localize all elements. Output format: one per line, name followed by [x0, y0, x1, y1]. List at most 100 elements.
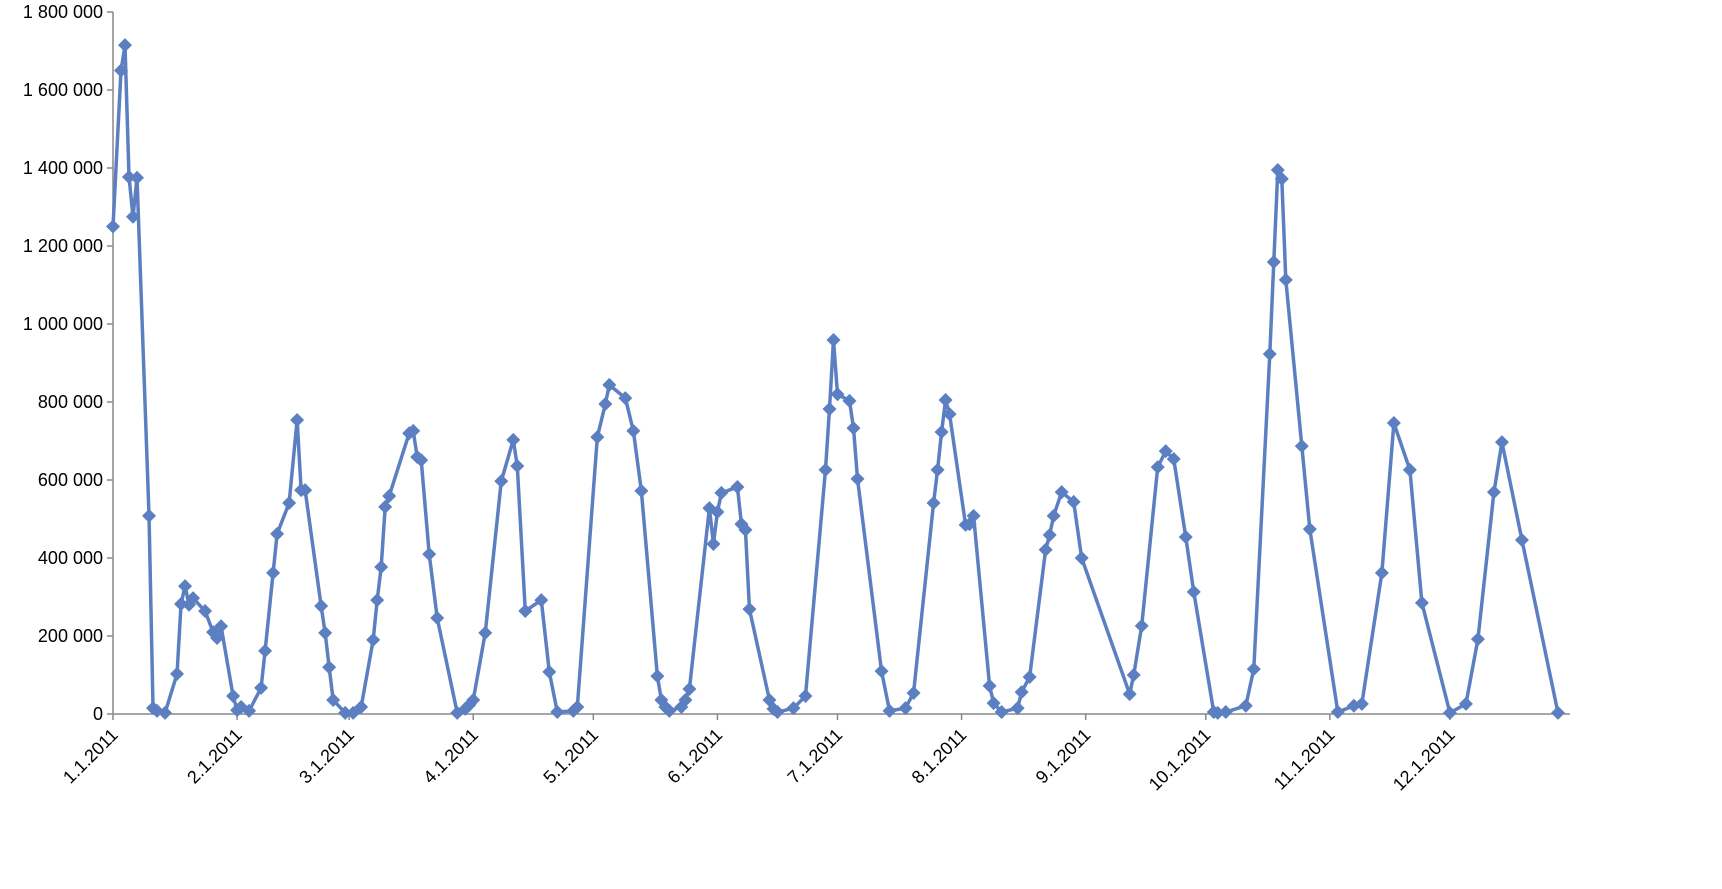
data-point — [242, 703, 257, 718]
data-point — [1186, 584, 1201, 599]
data-point — [198, 604, 213, 619]
data-point — [1414, 595, 1429, 610]
data-point — [798, 689, 813, 704]
data-point — [1014, 685, 1029, 700]
x-tick-label: 8.1.2011 — [908, 725, 971, 788]
x-tick-label: 9.1.2011 — [1032, 725, 1095, 788]
data-point — [290, 412, 305, 427]
y-tick-label: 0 — [93, 704, 103, 724]
data-point — [1166, 451, 1181, 466]
x-tick-label: 3.1.2011 — [295, 725, 358, 788]
data-point — [1374, 565, 1389, 580]
y-tick-label: 800 000 — [38, 392, 103, 412]
y-tick-label: 400 000 — [38, 548, 103, 568]
data-point — [170, 666, 185, 681]
data-point — [618, 391, 633, 406]
data-point — [322, 660, 337, 675]
data-point — [1122, 687, 1137, 702]
data-point — [1302, 522, 1317, 537]
data-point — [602, 377, 617, 392]
data-point — [226, 689, 241, 704]
y-tick-label: 1 600 000 — [23, 80, 103, 100]
data-point — [1246, 662, 1261, 677]
data-point — [1514, 533, 1529, 548]
data-point — [1458, 696, 1473, 711]
data-point — [598, 396, 613, 411]
data-point — [770, 705, 785, 720]
data-point — [706, 536, 721, 551]
x-tick-label: 12.1.2011 — [1389, 725, 1459, 795]
data-point — [930, 462, 945, 477]
data-point — [506, 432, 521, 447]
data-point — [1294, 439, 1309, 454]
data-point — [570, 699, 585, 714]
data-line — [111, 43, 1560, 715]
data-point — [846, 421, 861, 436]
data-point — [126, 209, 141, 224]
data-point — [382, 488, 397, 503]
data-point — [1550, 705, 1565, 720]
data-point — [422, 547, 437, 562]
data-point — [786, 701, 801, 716]
data-point — [1266, 254, 1281, 269]
data-point — [142, 508, 157, 523]
data-point — [934, 425, 949, 440]
data-point — [318, 625, 333, 640]
y-tick-label: 200 000 — [38, 626, 103, 646]
data-point — [534, 593, 549, 608]
data-point — [314, 598, 329, 613]
data-point — [270, 526, 285, 541]
data-point — [266, 565, 281, 580]
data-point — [1442, 705, 1457, 720]
data-point — [326, 692, 341, 707]
y-tick-label: 1 800 000 — [23, 2, 103, 22]
x-tick-label: 10.1.2011 — [1145, 725, 1215, 795]
y-tick-label: 1 200 000 — [23, 236, 103, 256]
data-point — [702, 501, 717, 516]
data-point — [114, 63, 129, 78]
data-point — [366, 632, 381, 647]
data-point — [118, 38, 133, 53]
data-point — [1038, 542, 1053, 557]
x-tick-label: 7.1.2011 — [784, 725, 847, 788]
data-point — [542, 664, 557, 679]
data-point — [882, 703, 897, 718]
data-point — [178, 579, 193, 594]
data-point — [850, 471, 865, 486]
data-point — [714, 485, 729, 500]
data-point — [1046, 508, 1061, 523]
data-point — [830, 387, 845, 402]
data-point — [1042, 527, 1057, 542]
data-point — [414, 453, 429, 468]
data-point — [994, 705, 1009, 720]
data-point — [378, 499, 393, 514]
data-point — [406, 423, 421, 438]
data-point — [1386, 416, 1401, 431]
data-point — [982, 678, 997, 693]
data-point — [942, 407, 957, 422]
data-point — [826, 332, 841, 347]
data-point — [818, 462, 833, 477]
data-point — [822, 402, 837, 417]
data-point — [738, 522, 753, 537]
data-point — [730, 480, 745, 495]
data-point — [710, 504, 725, 519]
data-point — [494, 474, 509, 489]
data-point — [682, 682, 697, 697]
data-point — [1238, 698, 1253, 713]
data-point — [926, 496, 941, 511]
data-point — [354, 699, 369, 714]
data-point — [258, 643, 273, 658]
data-point — [1278, 272, 1293, 287]
x-tick-label: 11.1.2011 — [1270, 725, 1339, 794]
x-tick-label: 4.1.2011 — [419, 725, 482, 788]
data-point — [898, 701, 913, 716]
data-point — [518, 604, 533, 619]
data-point — [374, 559, 389, 574]
data-point — [1054, 485, 1069, 500]
data-point — [1262, 347, 1277, 362]
data-point — [1126, 668, 1141, 682]
y-tick-label: 1 000 000 — [23, 314, 103, 334]
data-point — [254, 680, 269, 695]
data-point — [1022, 669, 1037, 684]
